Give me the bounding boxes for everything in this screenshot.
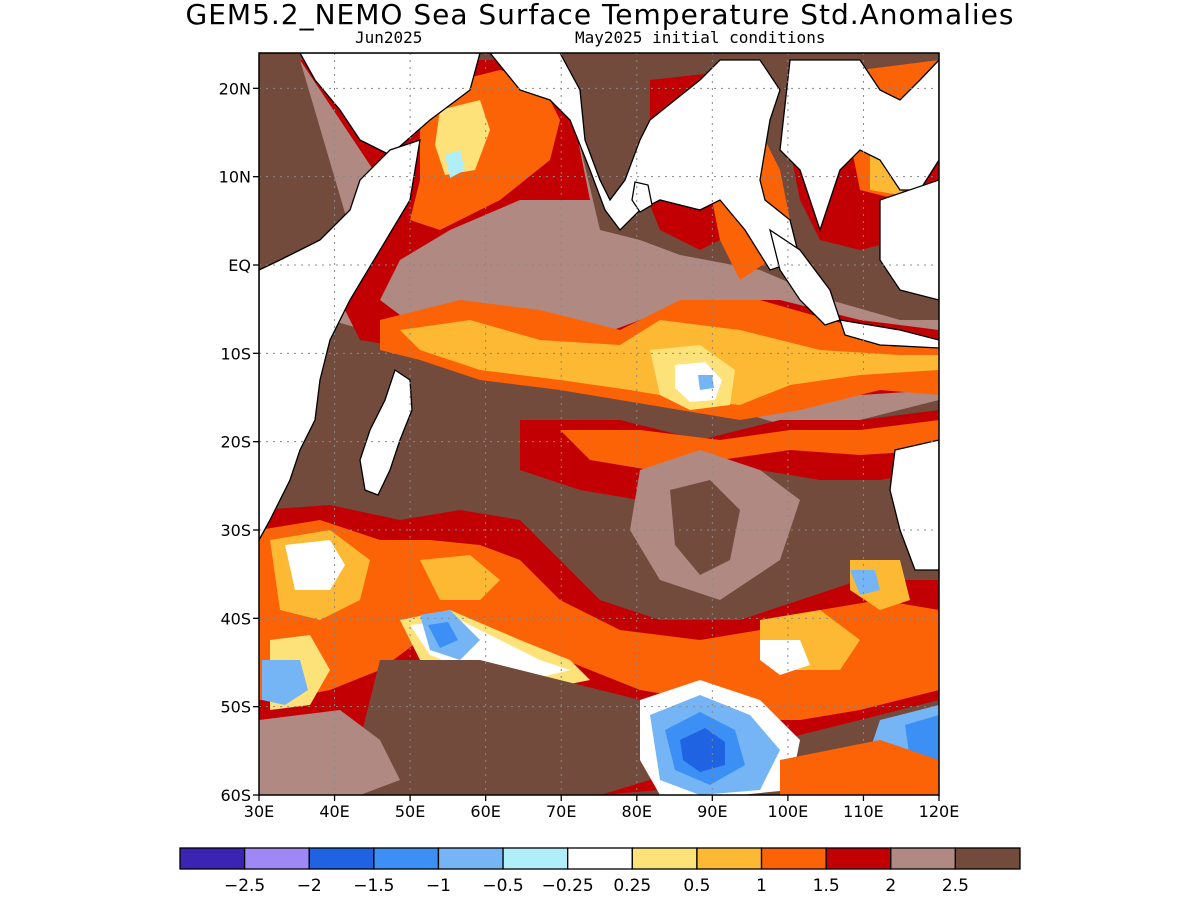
lat-tick-label: 50S: [220, 698, 251, 717]
colorbar-label: 2.5: [942, 876, 969, 896]
land-australia: [889, 439, 939, 571]
anomaly-region-south-white: [285, 540, 810, 680]
anomaly-region-mid-15: [560, 420, 939, 470]
colorbar-swatch: [179, 847, 246, 870]
colorbar-swatch: [373, 847, 440, 870]
colorbar-swatch: [631, 847, 698, 870]
anomaly-region-mid-dark: [670, 480, 740, 575]
lat-tick-label: 40S: [220, 609, 251, 628]
anomaly-region-warm-sw-corner: [780, 740, 939, 795]
land-sri-lanka: [631, 181, 653, 213]
lon-tick-label: 100E: [768, 802, 809, 821]
lat-tick-label: 20S: [220, 433, 251, 452]
lon-tick-label: 80E: [622, 802, 652, 821]
colorbar-swatch: [308, 847, 375, 870]
anomaly-region-cold-south-2: [680, 728, 725, 772]
lon-tick-label: 70E: [546, 802, 576, 821]
land-sumatra: [768, 228, 841, 326]
colorbar-label: −0.5: [482, 876, 523, 896]
land-indochina: [779, 59, 939, 233]
colorbar-swatch: [502, 847, 569, 870]
map-frame: [258, 52, 940, 796]
land-layer: [259, 53, 939, 571]
colorbar: −2.5 −2 −1.5 −1 −0.5 −0.25 0.25 0.5 1 1.5 2 2.5: [179, 847, 1021, 896]
colorbar-swatch: [825, 847, 892, 870]
lon-tick-label: 40E: [319, 802, 349, 821]
colorbar-label: −2: [297, 876, 322, 896]
map-title: GEM5.2_NEMO Sea Surface Temperature Std.…: [185, 0, 1015, 31]
anomaly-region-south-neg-15: [428, 622, 458, 648]
anomaly-region-eq-band-neg: [698, 375, 714, 390]
colorbar-label: −1.5: [353, 876, 394, 896]
map-gridlines: [259, 53, 939, 795]
longitude-axis: 30E 40E 50E 60E 70E 80E 90E 100E 110E 120E: [244, 795, 960, 821]
lat-tick-label: 20N: [219, 79, 251, 98]
anomaly-region-south-1: [270, 530, 910, 670]
lon-tick-label: 30E: [244, 802, 274, 821]
anomaly-region-kerguelen: [360, 660, 650, 795]
lat-tick-label: 30S: [220, 521, 251, 540]
colorbar-label: −1: [426, 876, 451, 896]
colorbar-swatch: [567, 847, 633, 870]
land-java: [839, 319, 939, 349]
lat-tick-label: 10N: [219, 168, 251, 187]
anomaly-region-kerguelen-edge: [259, 710, 400, 795]
colorbar-swatch: [696, 847, 763, 870]
lat-tick-label: 60S: [220, 786, 251, 805]
colorbar-swatch: [437, 847, 504, 870]
colorbar-swatch: [954, 847, 1021, 870]
colorbar-label: 2: [885, 876, 896, 896]
anomaly-region-eq-band-white: [675, 362, 722, 402]
initial-conditions: May2025 initial conditions: [575, 28, 826, 47]
land-india: [489, 53, 801, 271]
lon-tick-label: 60E: [470, 802, 500, 821]
colorbar-label: 0.5: [683, 876, 710, 896]
colorbar-label: 1.5: [813, 876, 840, 896]
colorbar-swatch: [890, 847, 957, 870]
colorbar-label: −2.5: [224, 876, 265, 896]
lon-tick-label: 50E: [395, 802, 425, 821]
colorbar-swatch: [243, 847, 310, 870]
lon-tick-label: 120E: [919, 802, 960, 821]
colorbar-label: 0.25: [613, 876, 651, 896]
anomaly-region-cold-se-15: [905, 715, 939, 760]
latitude-axis: 20N 10N EQ 10S 20S 30S 40S 50S 60S: [219, 79, 259, 805]
land-africa: [259, 139, 421, 541]
colorbar-swatch: [760, 847, 827, 870]
forecast-month: Jun2025: [355, 28, 423, 47]
lon-tick-label: 90E: [697, 802, 727, 821]
colorbar-label: 1: [756, 876, 767, 896]
anomaly-region-arabian-neg: [445, 150, 465, 178]
land-arabia: [259, 53, 481, 156]
lon-tick-label: 110E: [843, 802, 884, 821]
lat-tick-label: EQ: [228, 256, 251, 275]
land-borneo: [879, 179, 939, 301]
lat-tick-label: 10S: [220, 344, 251, 363]
colorbar-label: −0.25: [542, 876, 594, 896]
land-madagascar: [359, 368, 413, 496]
